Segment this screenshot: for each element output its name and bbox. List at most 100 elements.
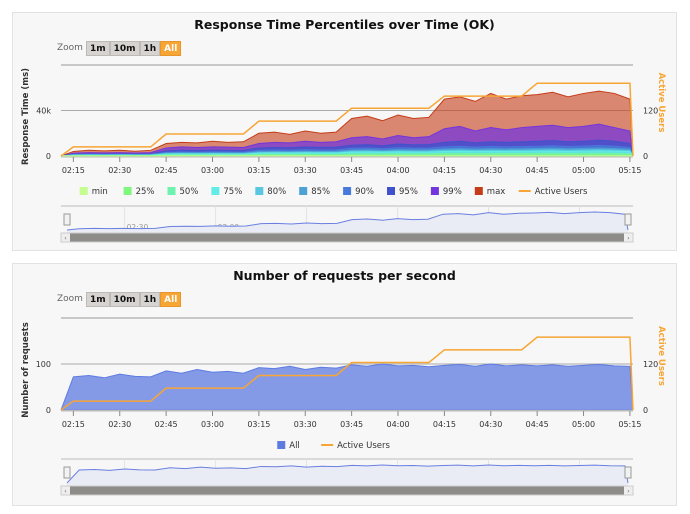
x-tick-label: 05:00: [572, 166, 595, 175]
x-tick-label: 03:00: [201, 166, 224, 175]
legend-label: 85%: [311, 187, 330, 197]
y2-axis-label: Active Users: [656, 326, 666, 386]
legend-swatch-icon: [255, 187, 264, 195]
x-tick-label: 03:45: [340, 166, 363, 175]
response-time-percentiles-panel: Response Time Percentiles over Time (OK)…: [12, 12, 677, 251]
series-line-max: [60, 90, 634, 157]
legend-label: 25%: [136, 187, 155, 197]
y-axis-label: Number of requests: [21, 322, 31, 418]
x-tick-label: 04:15: [433, 166, 456, 175]
legend-swatch-icon: [123, 187, 132, 195]
legend-swatch-icon: [343, 187, 352, 195]
zoom-selector: Zoom 1m 10m 1h All: [57, 291, 182, 307]
legend-label: Active Users: [535, 187, 588, 197]
zoom-label: Zoom: [57, 294, 83, 304]
navigator-series-line: [66, 211, 629, 231]
zoom-1m-button[interactable]: 1m: [85, 291, 110, 307]
scroll-right-arrow-icon[interactable]: ›: [627, 488, 629, 495]
x-tick-label: 03:30: [294, 420, 317, 429]
x-tick-label: 04:45: [526, 420, 549, 429]
navigator-series-line: [66, 464, 629, 484]
legend-item[interactable]: All: [277, 441, 300, 451]
x-tick-label: 03:15: [247, 166, 270, 175]
series-line-all: [60, 363, 634, 411]
navigator-left-handle[interactable]: [63, 213, 71, 226]
scroll-left-arrow-icon[interactable]: ‹: [64, 488, 66, 495]
navigator-right-handle[interactable]: [624, 213, 632, 226]
scrollbar-thumb[interactable]: [70, 486, 624, 495]
series-line-95pct: [60, 139, 634, 157]
legend-label: Active Users: [337, 441, 390, 451]
y-tick-label: 0: [46, 406, 51, 415]
x-tick-label: 03:30: [294, 166, 317, 175]
zoom-1h-button[interactable]: 1h: [139, 291, 161, 307]
navigator-right-handle[interactable]: [624, 466, 632, 479]
scroll-right-arrow-icon[interactable]: ›: [627, 235, 629, 242]
legend-label: 95%: [399, 187, 418, 197]
x-tick-label: 02:30: [108, 166, 131, 175]
legend-item[interactable]: 90%: [343, 187, 374, 197]
x-tick-label: 04:30: [479, 420, 502, 429]
legend-item[interactable]: 95%: [387, 187, 418, 197]
x-tick-label: 02:15: [62, 420, 85, 429]
x-tick-label: 04:30: [479, 166, 502, 175]
legend-item[interactable]: 75%: [211, 187, 242, 197]
legend-item[interactable]: 85%: [299, 187, 330, 197]
x-tick-label: 02:45: [155, 420, 178, 429]
y2-tick-label: 0: [643, 152, 648, 161]
legend-label: All: [289, 441, 300, 451]
legend-item[interactable]: 80%: [255, 187, 286, 197]
navigator-left-handle[interactable]: [63, 466, 71, 479]
zoom-10m-button[interactable]: 10m: [109, 291, 140, 307]
navigator-area: [67, 465, 628, 486]
y2-tick-label: 120: [643, 107, 658, 116]
zoom-selector: Zoom 1m 10m 1h All: [57, 40, 182, 56]
legend-swatch-icon: [211, 187, 220, 195]
active-users-line: [60, 82, 634, 157]
zoom-10m-button[interactable]: 10m: [109, 40, 140, 56]
x-tick-label: 03:00: [201, 420, 224, 429]
zoom-all-button[interactable]: All: [160, 40, 182, 56]
y2-axis-label: Active Users: [656, 73, 666, 133]
legend-item[interactable]: 25%: [123, 187, 155, 197]
legend-swatch-icon: [474, 187, 483, 195]
active-users-line: [60, 336, 634, 411]
legend-item[interactable]: Active Users: [518, 187, 588, 197]
y2-tick-label: 0: [643, 406, 648, 415]
y-tick-label: 0: [46, 152, 51, 161]
scrollbar-thumb[interactable]: [70, 233, 624, 242]
legend-item[interactable]: 50%: [167, 187, 199, 197]
legend-swatch-icon: [167, 187, 176, 195]
x-tick-label: 02:30: [108, 420, 131, 429]
requests-per-second-panel: Number of requests per second Zoom 1m 10…: [12, 263, 677, 506]
requests-chart: 0 100 0 120 Number of requests Active Users 02…: [21, 317, 666, 496]
x-tick-label: 04:45: [526, 166, 549, 175]
scroll-left-arrow-icon[interactable]: ‹: [64, 235, 66, 242]
legend-item[interactable]: Active Users: [321, 441, 391, 451]
y2-tick-label: 120: [643, 360, 658, 369]
legend-item[interactable]: 99%: [430, 187, 462, 197]
legend-item[interactable]: max: [474, 187, 506, 197]
response-time-chart: 0 40k 0 120 Response Time (ms) Active Users 02…: [21, 64, 666, 243]
series-area-all: [61, 364, 633, 410]
chart-title: Response Time Percentiles over Time (OK): [194, 17, 495, 32]
legend-label: min: [92, 187, 108, 197]
legend-swatch-icon: [277, 441, 286, 449]
zoom-all-button[interactable]: All: [160, 291, 182, 307]
x-tick-label: 03:45: [340, 420, 363, 429]
y-tick-label: 100: [36, 360, 51, 369]
navigator-area: [67, 212, 628, 233]
legend-swatch-icon: [79, 187, 88, 195]
x-tick-label: 03:15: [247, 420, 270, 429]
zoom-1h-button[interactable]: 1h: [139, 40, 161, 56]
legend-label: 80%: [267, 187, 286, 197]
legend-item[interactable]: min: [79, 187, 108, 197]
y-tick-label: 40k: [36, 107, 51, 116]
x-tick-label: 02:45: [155, 166, 178, 175]
x-tick-label: 04:15: [433, 420, 456, 429]
x-tick-label: 05:15: [618, 420, 641, 429]
legend-swatch-icon: [387, 187, 395, 195]
navigator-tick-label: 02:30: [127, 223, 149, 232]
legend-swatch-icon: [430, 187, 439, 195]
zoom-1m-button[interactable]: 1m: [85, 40, 110, 56]
